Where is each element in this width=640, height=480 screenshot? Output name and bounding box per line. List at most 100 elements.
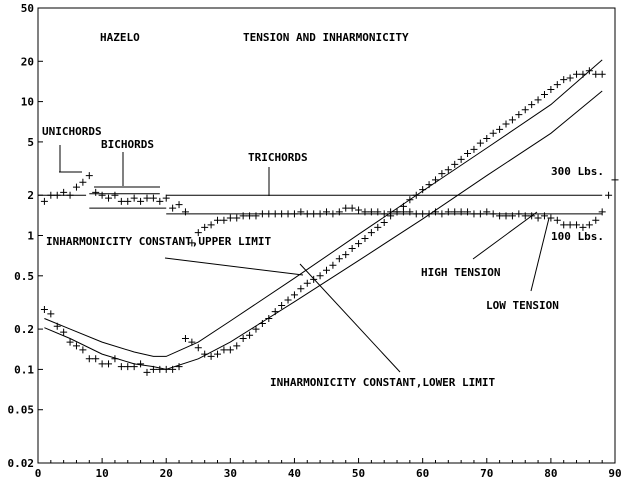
data-point [156,365,164,373]
data-point [169,365,177,373]
data-point [149,194,157,202]
data-point [444,166,452,174]
data-point [201,223,209,231]
data-point [406,196,414,204]
data-point [540,212,548,220]
data-point [611,176,619,184]
data-point [233,342,241,350]
data-point [47,191,55,199]
data-point [239,335,247,343]
data-point [329,261,337,269]
data-point [425,181,433,189]
data-point [464,208,472,216]
annotation-unichords: UNICHORDS [42,125,102,138]
data-point [316,210,324,218]
data-point [329,210,337,218]
data-point [502,120,510,128]
data-point [431,176,439,184]
data-point [412,191,420,199]
data-point [92,355,100,363]
annotation-trichords: TRICHORDS [248,151,308,164]
annotation-leader-line [472,211,538,260]
x-tick-label: 80 [544,467,557,480]
data-point [406,208,414,216]
data-point [553,81,561,89]
data-point [425,210,433,218]
data-point [117,197,125,205]
data-point [412,210,420,218]
data-point [374,223,382,231]
data-point [111,191,119,199]
data-point [515,210,523,218]
annotation-300-lbs: 300 Lbs. [551,165,604,178]
data-point [117,363,125,371]
data-point [220,216,228,224]
x-tick-label: 70 [480,467,493,480]
data-point [419,186,427,194]
data-point [342,204,350,212]
data-point [175,363,183,371]
data-point [335,208,343,216]
data-point [284,210,292,218]
data-point [496,125,504,133]
data-point [162,194,170,202]
data-point [265,210,273,218]
data-point [592,216,600,224]
data-point [303,210,311,218]
data-point [573,221,581,229]
data-point [483,208,491,216]
data-point [40,197,48,205]
data-point [323,208,330,216]
data-point [451,160,459,168]
data-point [367,229,375,237]
data-point [226,214,234,222]
data-point [451,208,459,216]
x-tick-label: 20 [160,467,173,480]
data-point [162,365,170,373]
data-point [303,279,311,287]
data-point [220,346,228,354]
data-point [605,191,613,199]
annotation-bichords: BICHORDS [101,138,154,151]
data-point [53,322,61,330]
data-point [431,208,439,216]
data-point [181,335,189,343]
data-point [361,234,369,242]
x-tick-label: 90 [608,467,621,480]
inharmonicity-limit-curve [44,59,603,357]
reference-lines [38,193,603,215]
data-point [207,352,215,360]
data-point [124,197,132,205]
data-point [246,212,254,220]
annotation-leader-line [530,217,550,292]
data-point [515,111,523,119]
data-point [66,338,74,346]
data-point [502,212,510,220]
annotation-lower-limit: INHARMONICITY CONSTANT,LOWER LIMIT [270,376,496,389]
data-point [124,363,132,371]
annotation-low-tension: LOW TENSION [486,299,559,312]
data-point [470,210,478,218]
data-point [175,201,183,209]
data-point [111,355,119,363]
data-point [258,210,266,218]
data-point [380,210,388,218]
data-point [476,210,484,218]
data-point [98,191,106,199]
data-point [348,244,356,252]
data-point [348,204,356,212]
chart-subtitle: TENSION AND INHARMONICITY [243,31,409,44]
x-tick-label: 0 [35,467,42,480]
data-point [387,212,395,220]
data-point [579,223,587,231]
y-tick-label: 50 [21,2,34,15]
data-point [130,194,138,202]
data-point [464,149,472,157]
data-point [60,188,68,196]
data-point [483,135,491,143]
data-point [489,129,497,137]
data-point [489,210,497,218]
y-tick-label: 0.1 [14,363,34,376]
data-point [188,239,196,247]
data-point [149,365,157,373]
